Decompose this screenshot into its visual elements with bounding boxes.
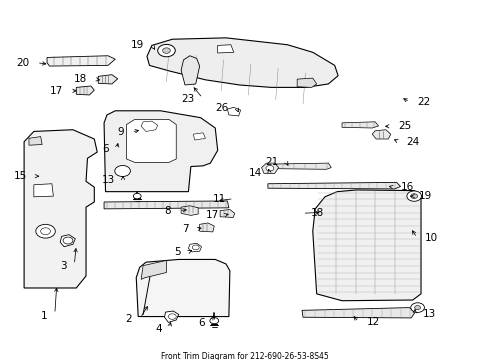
Polygon shape	[136, 260, 229, 316]
Circle shape	[36, 224, 55, 238]
Polygon shape	[199, 223, 214, 232]
Polygon shape	[312, 190, 420, 301]
Text: 19: 19	[418, 191, 431, 201]
Polygon shape	[29, 136, 42, 145]
Polygon shape	[220, 210, 234, 217]
Polygon shape	[267, 183, 400, 189]
Polygon shape	[141, 261, 166, 279]
Text: 24: 24	[406, 137, 419, 147]
Polygon shape	[181, 56, 199, 85]
Circle shape	[162, 48, 170, 53]
Polygon shape	[104, 111, 217, 192]
Circle shape	[410, 303, 424, 312]
Text: 11: 11	[212, 194, 225, 203]
Polygon shape	[371, 130, 390, 139]
Text: 15: 15	[14, 171, 27, 181]
Text: 1: 1	[41, 311, 47, 320]
Text: 22: 22	[417, 97, 430, 107]
Polygon shape	[193, 133, 205, 140]
Text: 3: 3	[60, 261, 66, 271]
Polygon shape	[302, 307, 414, 318]
Circle shape	[410, 194, 417, 198]
Polygon shape	[217, 45, 233, 53]
Circle shape	[414, 306, 420, 310]
Text: 7: 7	[182, 225, 188, 234]
Polygon shape	[60, 235, 75, 247]
Text: 2: 2	[125, 314, 132, 324]
Circle shape	[192, 245, 199, 250]
Circle shape	[209, 318, 218, 324]
Polygon shape	[188, 243, 201, 252]
Text: 13: 13	[102, 175, 115, 185]
Polygon shape	[147, 38, 337, 87]
Text: 18: 18	[310, 208, 323, 218]
Polygon shape	[297, 78, 316, 87]
Text: 26: 26	[215, 103, 228, 113]
Text: 9: 9	[117, 127, 123, 137]
Polygon shape	[141, 121, 158, 131]
Circle shape	[63, 237, 73, 244]
Text: 5: 5	[174, 247, 181, 257]
Polygon shape	[164, 311, 178, 323]
Text: 14: 14	[248, 168, 261, 178]
Text: 19: 19	[131, 40, 144, 50]
Text: 13: 13	[422, 309, 435, 319]
Polygon shape	[24, 130, 97, 288]
Polygon shape	[316, 207, 332, 215]
Circle shape	[41, 228, 50, 235]
Polygon shape	[34, 184, 53, 197]
Polygon shape	[98, 75, 118, 84]
Circle shape	[168, 314, 176, 319]
Polygon shape	[47, 56, 115, 66]
Text: 17: 17	[205, 210, 218, 220]
Polygon shape	[227, 107, 240, 116]
Text: 20: 20	[16, 58, 29, 68]
Text: 21: 21	[265, 157, 278, 167]
Polygon shape	[76, 86, 94, 95]
Polygon shape	[261, 163, 278, 174]
Circle shape	[133, 193, 141, 199]
Text: 17: 17	[50, 86, 63, 96]
Circle shape	[158, 44, 175, 57]
Text: Front Trim Diagram for 212-690-26-53-8S45: Front Trim Diagram for 212-690-26-53-8S4…	[160, 352, 328, 360]
Text: 18: 18	[74, 74, 87, 84]
Text: 10: 10	[424, 233, 437, 243]
Circle shape	[265, 166, 273, 171]
Text: 6: 6	[198, 319, 204, 328]
Polygon shape	[341, 122, 378, 128]
Polygon shape	[181, 206, 198, 215]
Text: 12: 12	[366, 318, 379, 327]
Circle shape	[115, 166, 130, 176]
Text: 23: 23	[181, 94, 194, 104]
Polygon shape	[267, 163, 330, 169]
Text: 25: 25	[397, 121, 410, 131]
Text: 16: 16	[400, 182, 413, 192]
Text: 4: 4	[155, 324, 161, 334]
Text: 8: 8	[164, 206, 171, 216]
Circle shape	[406, 191, 421, 201]
Polygon shape	[104, 201, 228, 209]
Text: 6: 6	[102, 144, 109, 154]
Polygon shape	[126, 120, 176, 162]
